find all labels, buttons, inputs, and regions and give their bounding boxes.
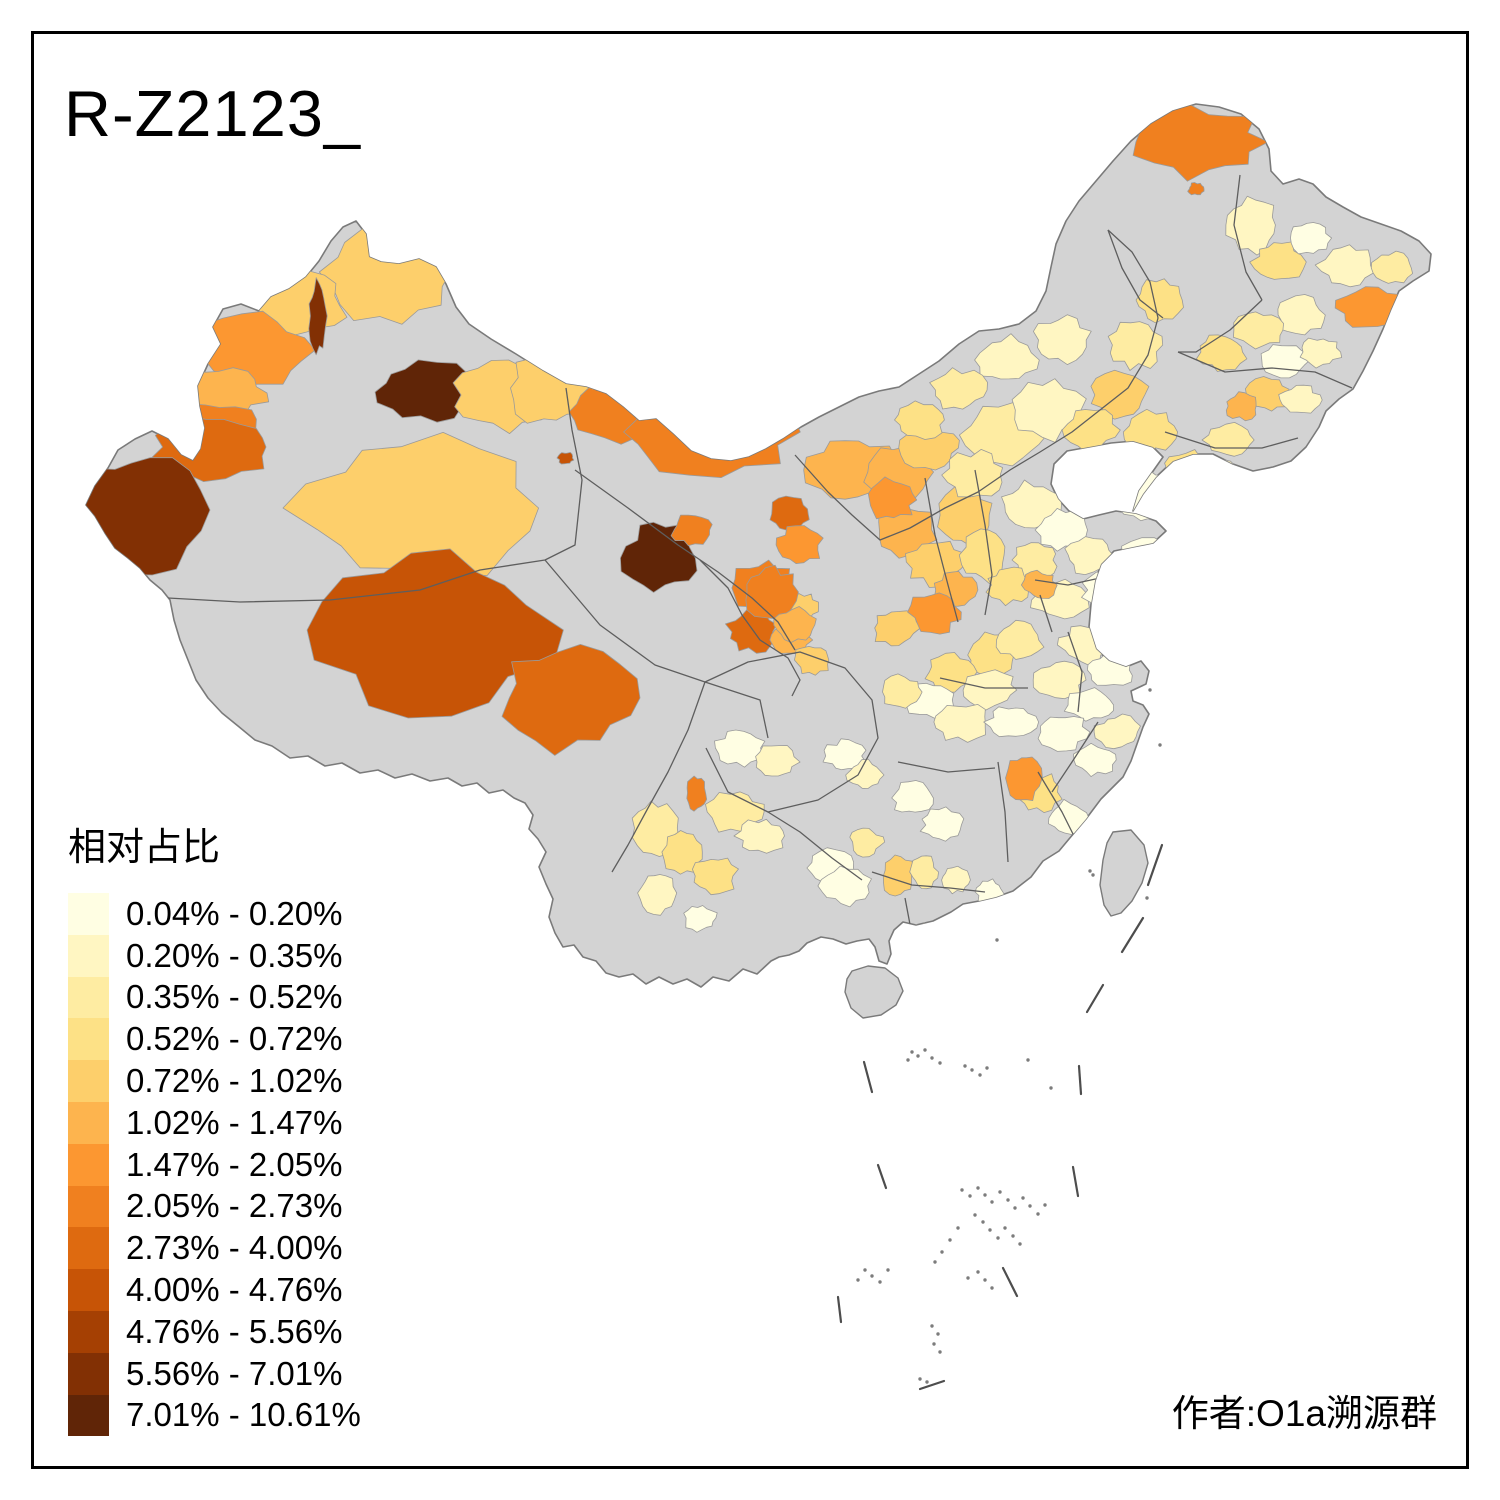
legend-swatch (68, 1101, 109, 1144)
legend-label: 1.02% - 1.47% (126, 1103, 343, 1141)
legend-item: 2.05% - 2.73% (68, 1185, 361, 1228)
legend-item: 0.72% - 1.02% (68, 1060, 361, 1102)
legend-swatch (68, 1185, 109, 1228)
legend: 相对占比 0.04% - 0.20% 0.20% - 0.35% 0.35% - 0… (68, 816, 361, 1437)
legend-label: 0.72% - 1.02% (126, 1062, 343, 1100)
legend-swatch (68, 1143, 109, 1186)
legend-item: 2.73% - 4.00% (68, 1227, 361, 1270)
legend-swatch (68, 1310, 109, 1353)
legend-swatch (68, 1227, 109, 1270)
legend-label: 0.52% - 0.72% (126, 1020, 343, 1058)
legend-label: 2.05% - 2.73% (126, 1187, 343, 1225)
map-title: R-Z2123_ (64, 77, 362, 150)
legend-label: 2.73% - 4.00% (126, 1229, 343, 1267)
legend-swatch (68, 1269, 109, 1311)
legend-items: 0.04% - 0.20% 0.20% - 0.35% 0.35% - 0.52% 0… (68, 893, 361, 1437)
legend-swatch (68, 893, 109, 935)
legend-label: 0.04% - 0.20% (126, 894, 343, 932)
legend-label: 5.56% - 7.01% (126, 1354, 343, 1392)
legend-item: 0.52% - 0.72% (68, 1018, 361, 1061)
legend-item: 1.47% - 2.05% (68, 1143, 361, 1186)
legend-item: 0.04% - 0.20% (68, 893, 361, 935)
legend-item: 0.35% - 0.52% (68, 976, 361, 1019)
legend-label: 0.20% - 0.35% (126, 936, 343, 974)
legend-swatch (68, 1060, 109, 1102)
legend-item: 5.56% - 7.01% (68, 1352, 361, 1395)
legend-label: 1.47% - 2.05% (126, 1145, 343, 1183)
legend-item: 4.76% - 5.56% (68, 1310, 361, 1353)
legend-title: 相对占比 (68, 827, 221, 869)
legend-item: 7.01% - 10.61% (68, 1394, 361, 1437)
taiwan-island (1099, 829, 1149, 917)
legend-swatch (68, 976, 109, 1019)
legend-swatch (68, 1394, 109, 1437)
legend-item: 4.00% - 4.76% (68, 1269, 361, 1311)
legend-item: 0.20% - 0.35% (68, 934, 361, 977)
hainan-island (844, 965, 904, 1019)
legend-label: 4.00% - 4.76% (126, 1271, 343, 1309)
attribution: 作者:O1a溯源群 (1171, 1393, 1437, 1434)
legend-swatch (68, 1018, 109, 1061)
legend-swatch (68, 1352, 109, 1395)
legend-label: 0.35% - 0.52% (126, 978, 343, 1016)
legend-item: 1.02% - 1.47% (68, 1101, 361, 1144)
legend-label: 4.76% - 5.56% (126, 1312, 343, 1350)
legend-label: 7.01% - 10.61% (126, 1396, 361, 1434)
legend-swatch (68, 934, 109, 977)
